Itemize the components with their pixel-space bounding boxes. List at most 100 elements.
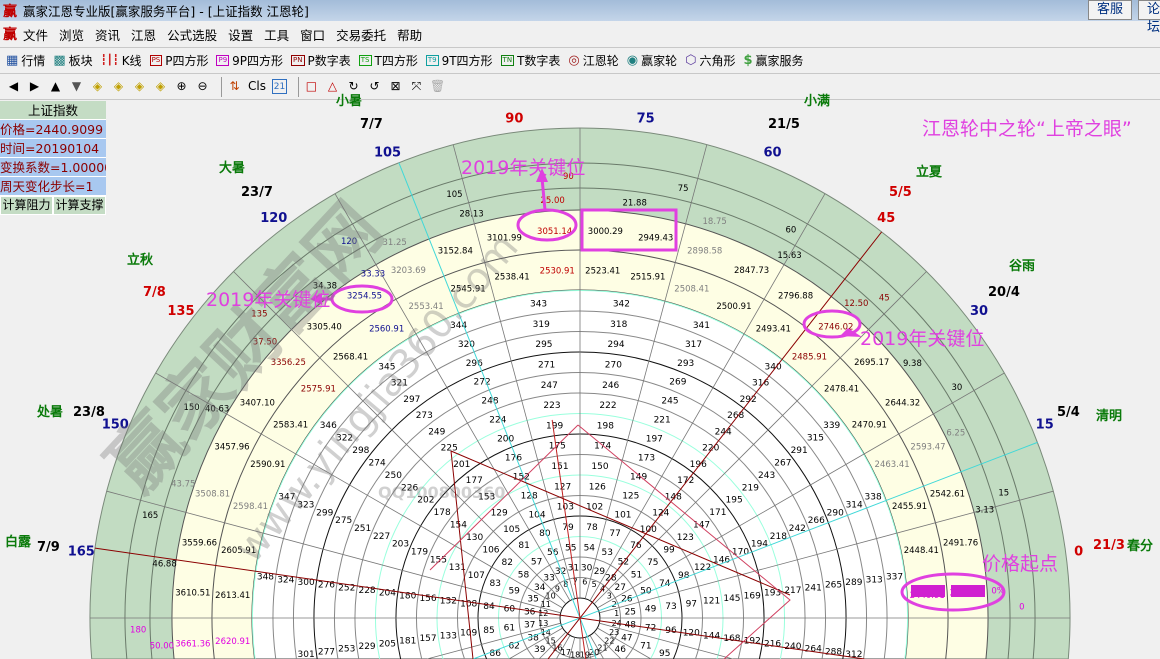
- rectangle-tool-icon[interactable]: □: [305, 79, 318, 93]
- ring-number: 301: [298, 650, 315, 659]
- menu-formula-screen[interactable]: 公式选股: [167, 27, 218, 43]
- green-degree-label: 60: [785, 226, 796, 236]
- forum-button[interactable]: 论坛: [1138, 0, 1160, 35]
- ring-number: 108: [460, 599, 477, 609]
- arrow-left-icon[interactable]: ◀: [8, 79, 19, 93]
- gann-wheel[interactable]: 1234567891011121314151617181920212223242…: [0, 100, 1160, 659]
- menu-trade[interactable]: 交易委托: [336, 27, 387, 43]
- coefficient-row[interactable]: 变换系数=1.00000: [0, 158, 106, 177]
- ring-number: 225: [441, 444, 458, 454]
- ring-number: 199: [546, 421, 563, 431]
- clear-button[interactable]: Cls: [248, 79, 266, 93]
- ring-number: 221: [654, 416, 671, 426]
- zoom-out-icon[interactable]: ⊖: [197, 79, 208, 93]
- ring-number: 226: [401, 483, 418, 493]
- move-down-icon[interactable]: ◈: [155, 79, 166, 93]
- menu-file[interactable]: 文件: [23, 27, 49, 43]
- arrow-up-icon[interactable]: ▲: [50, 79, 61, 93]
- expand-icon[interactable]: ⤧: [411, 79, 422, 93]
- spoke-line: [593, 631, 622, 659]
- p-number-table-button[interactable]: PN P数字表: [291, 52, 351, 69]
- calc-resistance-button[interactable]: 计算阻力: [0, 196, 53, 215]
- ring-number: 14: [541, 628, 551, 637]
- 9t-square-button[interactable]: T9 9T四方形: [425, 52, 493, 69]
- menu-browse[interactable]: 浏览: [59, 27, 85, 43]
- ring-number: 266: [808, 516, 825, 526]
- green-percent-value: 46.88: [152, 559, 176, 569]
- hexagon-button[interactable]: ⬡ 六角形: [685, 52, 735, 69]
- menu-settings[interactable]: 设置: [228, 27, 254, 43]
- yellow-outer-value: 3610.51: [175, 589, 210, 599]
- ring-number: 267: [774, 458, 791, 468]
- ring-number: 291: [791, 446, 808, 456]
- ring-number: 85: [483, 626, 494, 636]
- winner-service-button[interactable]: $ 赢家服务: [744, 52, 804, 69]
- move-right-icon[interactable]: ◈: [113, 79, 124, 93]
- ring-number: 180: [399, 591, 416, 601]
- rotate-ccw-icon[interactable]: ↺: [369, 79, 380, 93]
- flip-icon[interactable]: ⇅: [229, 79, 240, 93]
- customer-service-button[interactable]: 客服: [1088, 0, 1133, 20]
- term-qingming: 清明: [1096, 409, 1123, 424]
- zoom-in-icon[interactable]: ⊕: [176, 79, 187, 93]
- calendar-icon[interactable]: 21: [271, 79, 287, 94]
- p-square-button[interactable]: PS P四方形: [149, 52, 208, 69]
- price-row: 价格=2440.9099: [0, 120, 106, 139]
- 9t-square-label: 9T四方形: [441, 54, 493, 68]
- toolbar-separator: [297, 76, 299, 97]
- ring-number: 289: [845, 578, 862, 588]
- 9p-square-label: 9P四方形: [232, 54, 284, 68]
- quotes-button[interactable]: ▦ 行情: [6, 52, 45, 69]
- ring-number: 269: [669, 378, 686, 388]
- ring-number: 268: [727, 411, 744, 421]
- red-polygon-edge: [450, 450, 791, 596]
- step-row[interactable]: 周天变化步长=1: [0, 177, 106, 196]
- delete-icon[interactable]: 🗑: [429, 79, 446, 93]
- ts-icon: TS: [358, 55, 372, 66]
- triangle-tool-icon[interactable]: △: [327, 79, 338, 93]
- menu-gann[interactable]: 江恩: [131, 27, 157, 43]
- menu-news[interactable]: 资讯: [95, 27, 121, 43]
- rotate-cw-icon[interactable]: ↻: [348, 79, 359, 93]
- ring-number: 60: [504, 605, 516, 615]
- ring-number: 339: [823, 421, 840, 431]
- annotation-price-start: 价格起点: [982, 553, 1059, 575]
- move-left-icon[interactable]: ◈: [92, 79, 103, 93]
- green-percent-value: 50.00: [150, 641, 174, 651]
- ring-number: 79: [562, 523, 574, 533]
- ring-number: 345: [378, 362, 395, 372]
- highlight-ellipse: [516, 208, 578, 242]
- winner-wheel-button[interactable]: ◉ 赢家轮: [627, 52, 677, 69]
- sectors-button[interactable]: ▩ 板块: [53, 52, 92, 69]
- gann-wheel-button[interactable]: ◎ 江恩轮: [568, 52, 618, 69]
- ring-number: 10: [546, 591, 556, 600]
- t-square-button[interactable]: TS T四方形: [358, 52, 418, 69]
- ring-number: 274: [369, 458, 386, 468]
- spoke-line: [233, 271, 567, 605]
- arrow-down-icon[interactable]: ▼: [71, 79, 82, 93]
- ring-number: 148: [665, 492, 682, 502]
- ring-number: 320: [458, 340, 475, 350]
- ring-number: 205: [379, 639, 396, 649]
- ring-number: 198: [597, 421, 614, 431]
- ring-number: 149: [630, 472, 647, 482]
- ring-number: 74: [659, 579, 671, 589]
- ring-number: 314: [846, 500, 863, 510]
- green-percent-value: 28.13: [459, 209, 483, 219]
- menu-help[interactable]: 帮助: [397, 27, 423, 43]
- ring-number: 128: [521, 491, 538, 501]
- calc-support-button[interactable]: 计算支撑: [53, 196, 106, 215]
- box-x-icon[interactable]: ⊠: [390, 79, 401, 93]
- move-up-icon[interactable]: ◈: [134, 79, 145, 93]
- menu-tools[interactable]: 工具: [264, 27, 290, 43]
- yellow-outer-value: 2898.58: [687, 247, 722, 257]
- yellow-outer-value: 2796.88: [778, 291, 813, 301]
- outer-degree-label: 0: [1074, 544, 1083, 559]
- kline-button[interactable]: ┇┃┇ K线: [101, 52, 142, 69]
- menu-window[interactable]: 窗口: [300, 27, 326, 43]
- t-number-table-button[interactable]: TN T数字表: [500, 52, 560, 69]
- ring-number: 265: [825, 581, 842, 591]
- arrow-right-icon[interactable]: ▶: [29, 79, 40, 93]
- 9p-square-button[interactable]: P9 9P四方形: [216, 52, 283, 69]
- ring-number: 95: [659, 649, 670, 659]
